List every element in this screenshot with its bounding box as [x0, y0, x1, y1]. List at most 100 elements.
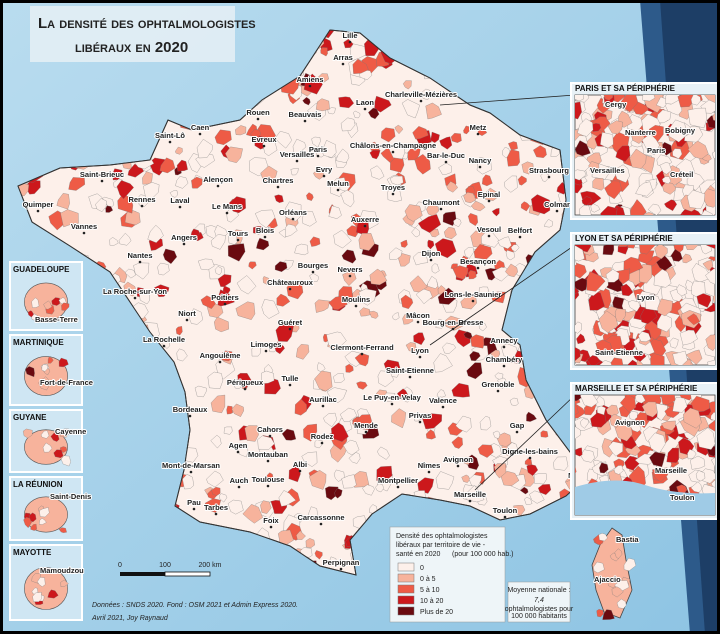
territory	[417, 477, 434, 494]
territory	[225, 146, 243, 163]
territory	[588, 291, 605, 311]
city-label: Lyon	[637, 293, 655, 302]
city-dot	[348, 274, 352, 278]
territory	[553, 456, 569, 471]
territory	[442, 297, 458, 313]
territory	[314, 439, 323, 449]
territory	[302, 97, 311, 106]
territory	[575, 287, 580, 295]
territory	[118, 232, 132, 246]
territory	[687, 140, 709, 160]
territory	[328, 295, 348, 310]
territory	[538, 484, 552, 495]
territory	[51, 297, 60, 306]
territory	[290, 168, 299, 176]
island	[24, 356, 68, 396]
territory	[419, 88, 431, 100]
territory	[510, 244, 520, 252]
territory	[672, 397, 688, 413]
territory	[123, 281, 137, 297]
territory	[200, 295, 216, 309]
city-dot	[528, 456, 532, 460]
territory	[314, 299, 330, 313]
territory	[616, 598, 627, 609]
territory	[303, 423, 318, 442]
source: Données : SNDS 2020. Fond : OSM 2021 et …	[92, 602, 298, 609]
territory	[661, 420, 676, 431]
territory	[509, 397, 519, 406]
city-label: Lons-le-Saunier	[445, 290, 502, 299]
city-dot	[291, 217, 295, 221]
territories	[23, 428, 71, 467]
territory	[434, 238, 457, 259]
territory	[214, 266, 223, 276]
city-label: Tours	[228, 229, 248, 238]
city-label: Quimper	[23, 200, 54, 209]
island	[24, 282, 68, 322]
city-dot	[218, 360, 222, 364]
city-dot	[185, 318, 189, 322]
territory	[650, 353, 665, 365]
city-dot	[364, 430, 368, 434]
territory	[623, 557, 637, 572]
city-label: Cayenne	[55, 427, 86, 436]
territory	[687, 449, 697, 460]
territory	[341, 249, 357, 264]
territory	[23, 428, 33, 439]
territory	[40, 430, 50, 439]
territory	[255, 209, 276, 229]
territory	[540, 172, 550, 182]
territory	[631, 132, 645, 144]
city-label: Blois	[256, 226, 274, 235]
territory	[468, 213, 478, 227]
territory	[686, 313, 700, 326]
territory	[576, 333, 586, 344]
legend-swatch	[397, 562, 415, 572]
leader-line	[474, 394, 576, 491]
territory	[656, 255, 673, 271]
territory	[575, 403, 586, 419]
territory	[368, 107, 380, 120]
territory	[676, 284, 688, 297]
territory	[481, 228, 500, 248]
territory	[117, 194, 134, 214]
territory	[206, 470, 224, 488]
territory	[438, 162, 452, 175]
city-dot	[363, 224, 367, 228]
territory	[596, 609, 604, 618]
territory	[608, 441, 623, 457]
territory	[433, 353, 453, 373]
territory	[425, 102, 442, 120]
territory	[468, 270, 477, 280]
title-box	[30, 6, 235, 62]
city-dot	[363, 107, 367, 111]
territory	[326, 331, 347, 347]
city-label: Versailles	[590, 166, 625, 175]
territory	[317, 73, 329, 83]
territory	[25, 366, 35, 378]
territory	[683, 407, 702, 429]
territory	[477, 444, 494, 458]
sea-inset	[575, 480, 715, 515]
average-label: Moyenne nationale :	[507, 587, 570, 594]
city-label: Perpignan	[323, 558, 360, 567]
territory	[231, 403, 244, 417]
territory	[331, 422, 349, 442]
legend-unit: (pour 100 000 hab.)	[452, 551, 514, 558]
territory	[605, 269, 620, 283]
territory	[641, 133, 660, 156]
city-label: Dijon	[422, 249, 441, 258]
city-label: Paris	[647, 146, 665, 155]
territory	[309, 273, 319, 282]
city-label: Tarbes	[204, 503, 228, 512]
territory	[666, 447, 679, 463]
city-dot	[478, 165, 482, 169]
territory	[667, 119, 688, 143]
city-label: Montpellier	[378, 476, 418, 485]
city-dot	[288, 287, 292, 291]
city-label: Chambéry	[486, 355, 524, 364]
territory	[696, 427, 715, 450]
territory	[315, 98, 330, 112]
city-label: Nancy	[469, 156, 492, 165]
territory	[654, 245, 668, 259]
